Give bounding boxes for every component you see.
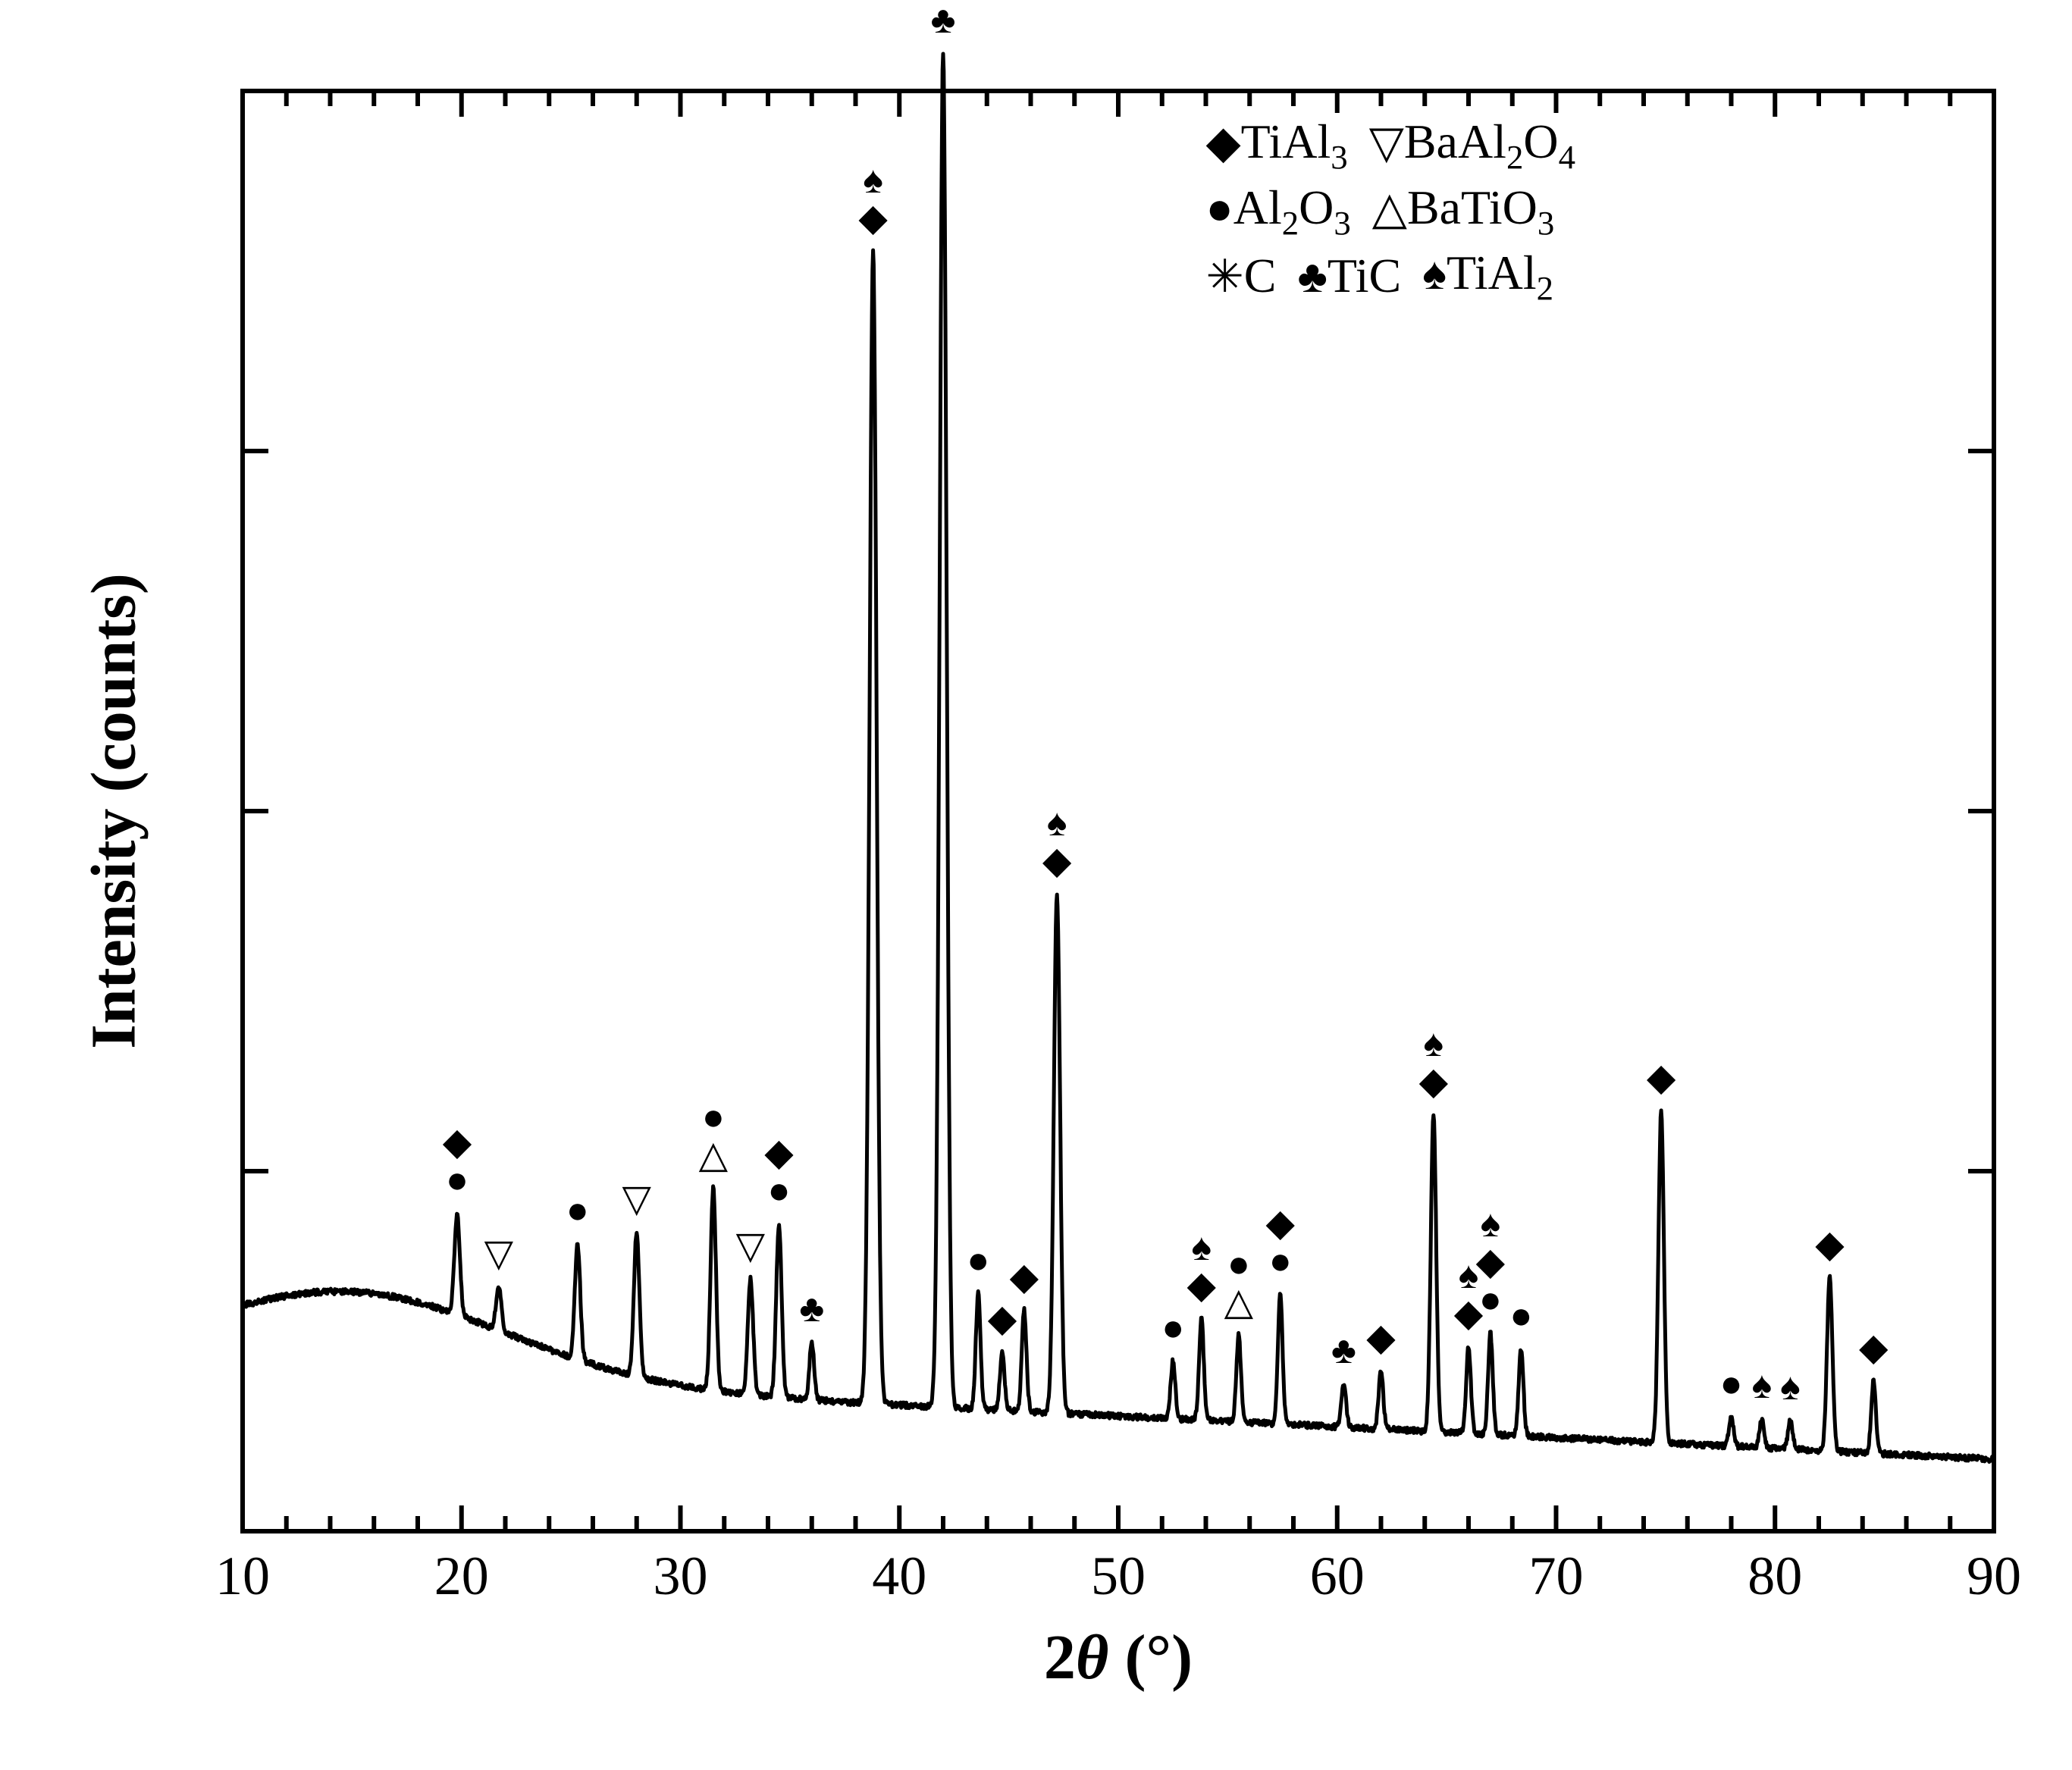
peak-marker-diamond: ◆ xyxy=(1859,1325,1888,1369)
peak-marker-circle: ● xyxy=(566,1188,589,1232)
peak-marker-club: ♣ xyxy=(931,0,956,42)
legend-entry: ◆TiAl3 xyxy=(1206,114,1348,177)
peak-marker-triDown: ▽ xyxy=(622,1176,651,1220)
peak-marker-circle: ● xyxy=(1479,1277,1502,1321)
peak-marker-spade: ♠ xyxy=(863,158,883,202)
peak-marker-club: ♣ xyxy=(1331,1328,1356,1372)
peak-marker-spade: ♠ xyxy=(1424,1021,1444,1065)
x-tick-label: 90 xyxy=(1967,1545,2021,1608)
x-tick-label: 80 xyxy=(1748,1545,1802,1608)
legend-box: ◆TiAl3 ▽BaAl2O4 ●Al2O3 △BaTiO3 ✳C ♣TiC ♠TiAl2 xyxy=(1206,113,1575,309)
peak-marker-diamond: ◆ xyxy=(764,1130,793,1174)
legend-row: ✳C ♣TiC ♠TiAl2 xyxy=(1206,243,1575,309)
peak-marker-circle: ● xyxy=(702,1095,725,1139)
peak-marker-diamond: ◆ xyxy=(1010,1255,1039,1299)
legend-entry: ♠TiAl2 xyxy=(1422,245,1553,308)
xrd-chart-svg xyxy=(0,0,2072,1766)
peak-marker-diamond: ◆ xyxy=(443,1120,472,1164)
peak-marker-spade: ♠ xyxy=(1047,800,1067,844)
peak-marker-triUp: △ xyxy=(1224,1280,1253,1324)
x-axis-label: 2θ (°) xyxy=(1044,1621,1193,1694)
figure-root: Intensity (counts) 2θ (°) 10 20 30 40 50 60 70… xyxy=(0,0,2072,1766)
peak-marker-spade: ♠ xyxy=(1752,1363,1773,1407)
peak-marker-club: ♣ xyxy=(799,1286,824,1330)
y-axis-label: Intensity (counts) xyxy=(77,573,151,1049)
legend-entry: ♣TiC xyxy=(1297,248,1401,304)
legend-entry: ▽BaAl2O4 xyxy=(1369,114,1575,177)
peak-marker-triUp: △ xyxy=(699,1132,728,1176)
legend-row: ●Al2O3 △BaTiO3 xyxy=(1206,178,1575,243)
x-tick-label: 20 xyxy=(434,1545,489,1608)
legend-row: ◆TiAl3 ▽BaAl2O4 xyxy=(1206,113,1575,178)
peak-marker-circle: ● xyxy=(1719,1361,1742,1405)
x-tick-label: 50 xyxy=(1091,1545,1146,1608)
peak-marker-circle: ● xyxy=(1509,1293,1532,1337)
peak-marker-circle: ● xyxy=(767,1168,790,1212)
peak-marker-diamond: ◆ xyxy=(1366,1315,1395,1359)
peak-marker-circle: ● xyxy=(1269,1239,1292,1283)
peak-marker-asterisk: ✳ xyxy=(927,0,959,4)
peak-marker-diamond: ◆ xyxy=(858,196,887,240)
x-tick-label: 70 xyxy=(1529,1545,1584,1608)
peak-marker-spade: ♠ xyxy=(1191,1225,1212,1269)
x-tick-label: 10 xyxy=(215,1545,270,1608)
peak-marker-circle: ● xyxy=(967,1238,989,1282)
legend-entry: △BaTiO3 xyxy=(1372,180,1555,243)
x-tick-label: 60 xyxy=(1310,1545,1365,1608)
x-tick-label: 40 xyxy=(872,1545,926,1608)
peak-marker-circle: ● xyxy=(1227,1242,1250,1286)
peak-marker-diamond: ◆ xyxy=(1647,1055,1675,1099)
peak-marker-triDown: ▽ xyxy=(484,1231,513,1275)
peak-marker-spade: ♠ xyxy=(1481,1201,1501,1245)
peak-marker-triDown: ▽ xyxy=(736,1223,765,1267)
peak-marker-circle: ● xyxy=(446,1158,469,1201)
legend-entry: ✳C xyxy=(1206,248,1277,304)
x-tick-label: 30 xyxy=(654,1545,708,1608)
peak-marker-diamond: ◆ xyxy=(1186,1263,1215,1307)
peak-marker-diamond: ◆ xyxy=(1042,838,1071,882)
peak-marker-diamond: ◆ xyxy=(988,1296,1017,1340)
peak-marker-diamond: ◆ xyxy=(1815,1222,1844,1266)
peak-marker-spade: ♠ xyxy=(1780,1364,1801,1408)
peak-marker-diamond: ◆ xyxy=(1476,1239,1505,1283)
peak-marker-diamond: ◆ xyxy=(1419,1059,1448,1103)
peak-marker-circle: ● xyxy=(1161,1305,1184,1349)
legend-entry: ●Al2O3 xyxy=(1206,180,1351,243)
peak-marker-diamond: ◆ xyxy=(1265,1201,1294,1245)
